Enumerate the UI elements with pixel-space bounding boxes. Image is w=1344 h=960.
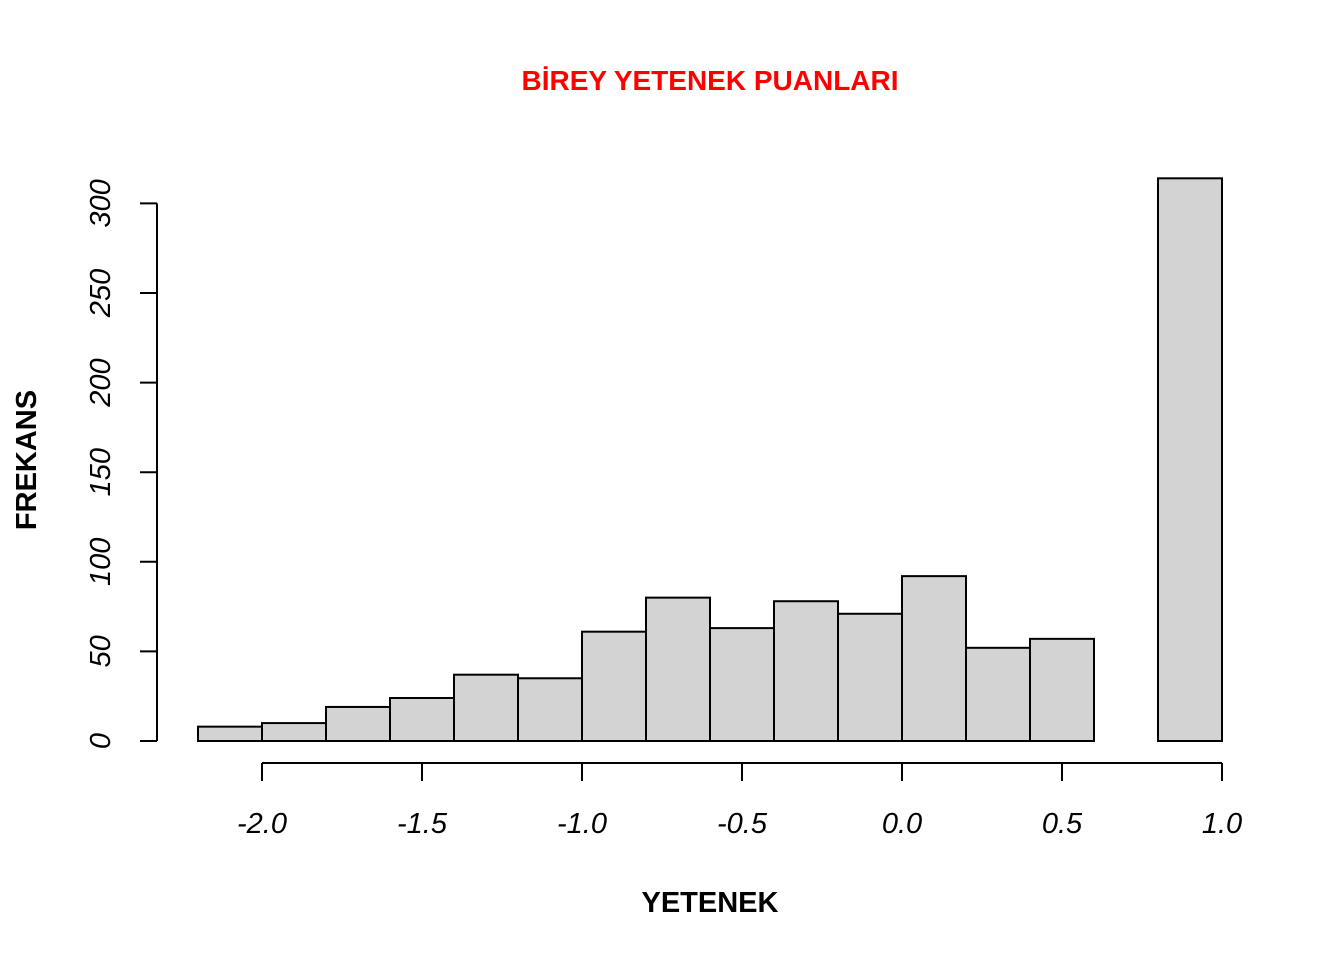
y-axis: 0 50 100 150 200 250 300 bbox=[85, 179, 158, 749]
histogram-bar bbox=[773, 600, 839, 742]
x-tick-label: 0.5 bbox=[1042, 808, 1083, 840]
x-tick-label: -0.5 bbox=[717, 808, 768, 840]
y-tick-label: 300 bbox=[85, 179, 117, 227]
x-tick-label: -1.0 bbox=[557, 808, 607, 840]
y-axis-title: FREKANS bbox=[11, 390, 43, 530]
histogram-bar bbox=[453, 673, 519, 742]
histogram-bar bbox=[389, 696, 455, 743]
histogram-bar bbox=[325, 705, 391, 743]
histogram-bar bbox=[837, 612, 903, 743]
y-tick-label: 250 bbox=[85, 269, 117, 318]
x-tick-label: 0.0 bbox=[882, 808, 922, 840]
histogram-bar bbox=[197, 725, 263, 743]
y-tick-label: 0 bbox=[85, 733, 117, 749]
histogram-bar bbox=[581, 630, 647, 742]
y-tick-label: 100 bbox=[85, 538, 117, 586]
x-axis: -2.0 -1.5 -1.0 -0.5 0.0 0.5 1.0 bbox=[237, 762, 1242, 840]
bars-group bbox=[197, 177, 1223, 743]
histogram-bar bbox=[645, 596, 711, 743]
histogram-bar bbox=[1029, 637, 1095, 743]
histogram-bar bbox=[1157, 177, 1223, 742]
x-tick-label: 1.0 bbox=[1202, 808, 1242, 840]
histogram-bar bbox=[517, 677, 583, 743]
histogram-bar bbox=[261, 722, 327, 743]
histogram-bar bbox=[965, 646, 1031, 742]
y-tick-label: 50 bbox=[85, 635, 117, 667]
x-axis-title: YETENEK bbox=[642, 887, 779, 919]
x-tick-label: -2.0 bbox=[237, 808, 287, 840]
histogram-bar bbox=[901, 575, 967, 742]
x-tick-label: -1.5 bbox=[397, 808, 448, 840]
y-tick-label: 200 bbox=[85, 358, 117, 407]
y-tick-label: 150 bbox=[85, 448, 117, 496]
histogram-bar bbox=[709, 627, 775, 742]
chart-title: BİREY YETENEK PUANLARI bbox=[521, 65, 898, 96]
